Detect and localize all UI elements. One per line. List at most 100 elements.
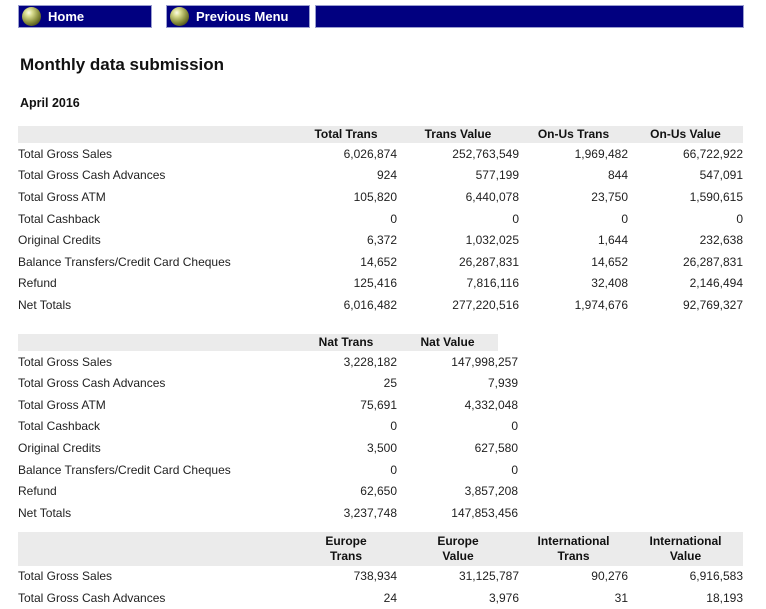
row-label: Balance Transfers/Credit Card Cheques xyxy=(18,463,295,477)
row-value: 6,440,078 xyxy=(397,190,519,204)
row-value: 738,934 xyxy=(295,569,397,583)
table-row: Net Totals 6,016,482 277,220,516 1,974,6… xyxy=(18,294,743,316)
row-value: 0 xyxy=(295,419,397,433)
row-value: 1,969,482 xyxy=(519,147,628,161)
table-row: Total Gross Sales 6,026,874 252,763,549 … xyxy=(18,143,743,165)
table-row: Original Credits 6,372 1,032,025 1,644 2… xyxy=(18,229,743,251)
row-value: 125,416 xyxy=(295,276,397,290)
row-value: 147,853,456 xyxy=(397,506,518,520)
nav-bar-filler xyxy=(315,5,744,28)
row-value: 2,146,494 xyxy=(628,276,743,290)
row-value: 6,372 xyxy=(295,233,397,247)
report-period: April 2016 xyxy=(20,96,766,110)
header-cell-europe-value: Europe Value xyxy=(397,534,519,564)
row-value: 4,332,048 xyxy=(397,398,518,412)
row-value: 0 xyxy=(397,212,519,226)
row-value: 232,638 xyxy=(628,233,743,247)
table-row: Total Gross Sales 3,228,182 147,998,257 xyxy=(18,351,518,373)
totals-table-header-row: Total Trans Trans Value On-Us Trans On-U… xyxy=(18,126,743,143)
home-button[interactable]: Home xyxy=(18,5,152,28)
row-label: Total Gross Sales xyxy=(18,147,295,161)
home-button-label: Home xyxy=(48,9,84,24)
sphere-icon xyxy=(170,7,189,26)
totals-table: Total Trans Trans Value On-Us Trans On-U… xyxy=(18,126,743,316)
row-label: Total Gross Sales xyxy=(18,355,295,369)
header-cell-nat-value: Nat Value xyxy=(397,335,498,350)
header-cell-international-trans: International Trans xyxy=(519,534,628,564)
row-label: Total Gross ATM xyxy=(18,398,295,412)
row-value: 3,237,748 xyxy=(295,506,397,520)
row-value: 75,691 xyxy=(295,398,397,412)
table-row: Total Gross Cash Advances 924 577,199 84… xyxy=(18,165,743,187)
row-value: 0 xyxy=(295,463,397,477)
row-label: Original Credits xyxy=(18,441,295,455)
row-value: 6,016,482 xyxy=(295,298,397,312)
row-value: 3,500 xyxy=(295,441,397,455)
row-value: 25 xyxy=(295,376,397,390)
row-value: 6,916,583 xyxy=(628,569,743,583)
header-cell-total-trans: Total Trans xyxy=(295,127,397,142)
top-nav-bar: Home Previous Menu xyxy=(18,5,766,28)
table-row: Balance Transfers/Credit Card Cheques 0 … xyxy=(18,459,518,481)
table-row: Total Gross Cash Advances 24 3,976 31 18… xyxy=(18,587,743,609)
row-label: Total Gross Sales xyxy=(18,569,295,583)
header-cell-trans-value: Trans Value xyxy=(397,127,519,142)
table-row: Total Gross Sales 738,934 31,125,787 90,… xyxy=(18,566,743,588)
row-value: 1,974,676 xyxy=(519,298,628,312)
row-label: Total Cashback xyxy=(18,212,295,226)
row-value: 0 xyxy=(519,212,628,226)
table-row: Net Totals 3,237,748 147,853,456 xyxy=(18,502,518,524)
row-value: 32,408 xyxy=(519,276,628,290)
row-value: 23,750 xyxy=(519,190,628,204)
table-row: Total Gross Cash Advances 25 7,939 xyxy=(18,372,518,394)
row-value: 90,276 xyxy=(519,569,628,583)
row-value: 105,820 xyxy=(295,190,397,204)
row-label: Refund xyxy=(18,484,295,498)
row-value: 7,939 xyxy=(397,376,518,390)
previous-menu-button[interactable]: Previous Menu xyxy=(166,5,310,28)
national-table: Nat Trans Nat Value Total Gross Sales 3,… xyxy=(18,334,518,524)
table-row: Original Credits 3,500 627,580 xyxy=(18,437,518,459)
row-value: 31,125,787 xyxy=(397,569,519,583)
row-value: 62,650 xyxy=(295,484,397,498)
row-value: 14,652 xyxy=(519,255,628,269)
national-table-header-row: Nat Trans Nat Value xyxy=(18,334,498,351)
table-row: Total Cashback 0 0 0 0 xyxy=(18,208,743,230)
header-cell-onus-value: On-Us Value xyxy=(628,127,743,142)
row-value: 0 xyxy=(397,419,518,433)
sphere-icon xyxy=(22,7,41,26)
row-value: 26,287,831 xyxy=(628,255,743,269)
previous-menu-button-label: Previous Menu xyxy=(196,9,288,24)
row-value: 7,816,116 xyxy=(397,276,519,290)
row-value: 147,998,257 xyxy=(397,355,518,369)
row-value: 277,220,516 xyxy=(397,298,519,312)
row-value: 0 xyxy=(628,212,743,226)
row-value: 3,857,208 xyxy=(397,484,518,498)
header-cell-onus-trans: On-Us Trans xyxy=(519,127,628,142)
row-value: 92,769,327 xyxy=(628,298,743,312)
row-label: Total Gross Cash Advances xyxy=(18,376,295,390)
row-value: 0 xyxy=(295,212,397,226)
row-label: Total Gross Cash Advances xyxy=(18,168,295,182)
row-label: Net Totals xyxy=(18,506,295,520)
table-row: Refund 125,416 7,816,116 32,408 2,146,49… xyxy=(18,273,743,295)
row-label: Original Credits xyxy=(18,233,295,247)
row-value: 547,091 xyxy=(628,168,743,182)
header-cell-nat-trans: Nat Trans xyxy=(295,335,397,350)
header-cell-international-value: International Value xyxy=(628,534,743,564)
row-value: 252,763,549 xyxy=(397,147,519,161)
row-label: Total Cashback xyxy=(18,419,295,433)
regions-table-header-row: Europe Trans Europe Value International … xyxy=(18,532,743,566)
row-label: Total Gross ATM xyxy=(18,190,295,204)
row-value: 627,580 xyxy=(397,441,518,455)
table-row: Total Gross ATM 75,691 4,332,048 xyxy=(18,394,518,416)
table-row: Total Cashback 0 0 xyxy=(18,416,518,438)
row-value: 0 xyxy=(397,463,518,477)
row-label: Net Totals xyxy=(18,298,295,312)
row-label: Refund xyxy=(18,276,295,290)
page-title: Monthly data submission xyxy=(20,55,766,75)
table-row: Total Gross ATM 105,820 6,440,078 23,750… xyxy=(18,186,743,208)
row-value: 924 xyxy=(295,168,397,182)
row-value: 6,026,874 xyxy=(295,147,397,161)
row-value: 26,287,831 xyxy=(397,255,519,269)
